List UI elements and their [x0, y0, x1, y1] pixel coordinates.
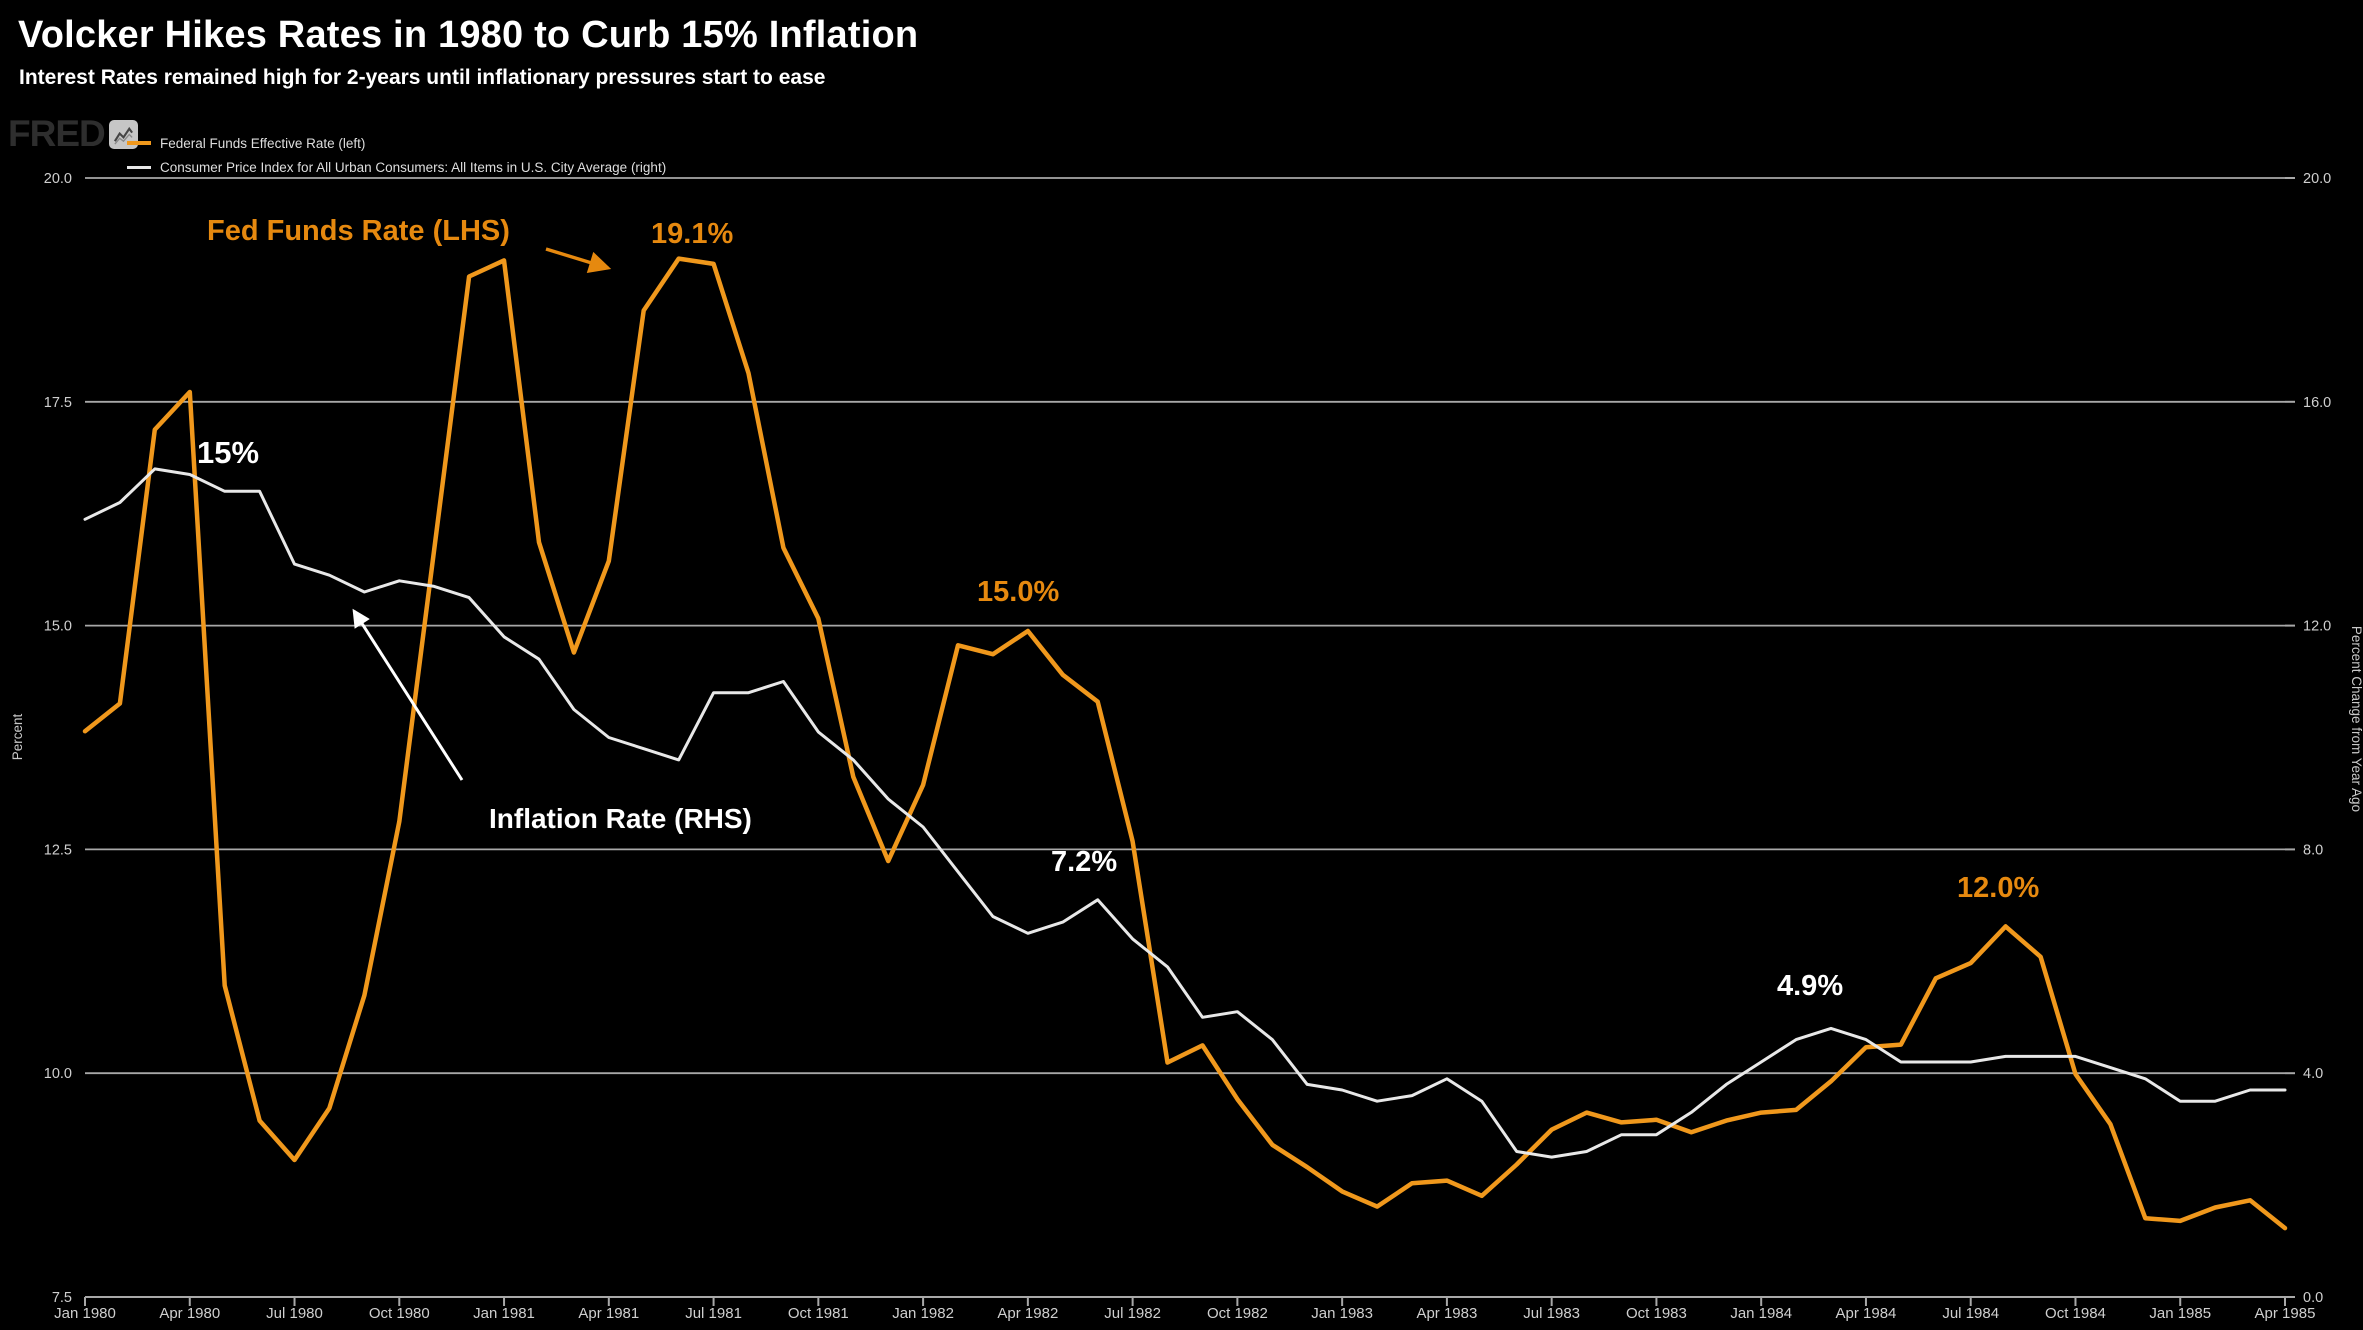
left-axis-tick-label: 20.0: [44, 171, 72, 187]
x-axis-tick-label: Oct 1982: [1207, 1305, 1268, 1322]
fed-funds-line: [82, 256, 2288, 1231]
legend: Federal Funds Effective Rate (left) Cons…: [127, 131, 666, 179]
x-axis-tick-label: Jul 1982: [1104, 1305, 1161, 1322]
x-axis-tick-label: Jul 1980: [266, 1305, 323, 1322]
x-axis-tick-label: Jul 1983: [1523, 1305, 1580, 1322]
page-title: Volcker Hikes Rates in 1980 to Curb 15% …: [18, 14, 919, 56]
x-axis-tick-label: Jan 1982: [892, 1305, 954, 1322]
fred-logo[interactable]: FRED: [8, 113, 138, 154]
right-axis-tick-label: 12.0: [2303, 619, 2331, 635]
x-axis-tick-label: Oct 1983: [1626, 1305, 1687, 1322]
fed-funds-arrow: [545, 247, 612, 274]
legend-item-cpi: Consumer Price Index for All Urban Consu…: [127, 155, 666, 179]
annotation-7-2-pct: 7.2%: [1051, 846, 1118, 878]
right-axis-tick-label: 16.0: [2303, 395, 2331, 411]
left-axis-tick-label: 7.5: [52, 1290, 72, 1306]
left-axis-tick-label: 12.5: [44, 842, 72, 858]
right-axis-tick-label: 4.0: [2303, 1066, 2323, 1082]
x-axis-tick-label: Apr 1984: [1836, 1305, 1897, 1322]
annotation-4-9-pct: 4.9%: [1777, 970, 1844, 1002]
x-axis-tick-label: Apr 1982: [997, 1305, 1058, 1322]
annotation-15-pct: 15%: [197, 435, 260, 470]
legend-dash-orange: [127, 141, 151, 145]
left-axis-title: Percent: [10, 713, 25, 760]
gridlines: [85, 177, 2285, 1075]
x-axis-tick-label: Jan 1981: [473, 1305, 535, 1322]
axes: [84, 177, 2295, 1306]
x-axis-tick-label: Jan 1983: [1311, 1305, 1373, 1322]
x-axis-tick-label: Apr 1981: [578, 1305, 639, 1322]
fred-logo-text: FRED: [8, 113, 106, 154]
x-axis-tick-label: Jan 1984: [1730, 1305, 1792, 1322]
annotation-15-0-pct: 15.0%: [977, 576, 1060, 608]
x-axis-tick-label: Jul 1984: [1942, 1305, 1999, 1322]
x-axis-tick-label: Apr 1980: [159, 1305, 220, 1322]
page-subtitle: Interest Rates remained high for 2-years…: [19, 66, 826, 89]
x-axis-tick-label: Jan 1985: [2149, 1305, 2211, 1322]
axis-labels: 20.0 17.5 15.0 12.5 10.0 7.5 20.0 16.0 12.0 8.0 4.…: [10, 171, 2363, 1322]
inflation-rate-arrow: [352, 608, 464, 781]
x-axis-tick-label: Jul 1981: [685, 1305, 742, 1322]
annotation-arrows: [352, 247, 612, 781]
x-axis-tick-label: Apr 1983: [1416, 1305, 1477, 1322]
legend-label-cpi: Consumer Price Index for All Urban Consu…: [160, 159, 667, 175]
data-series: [82, 256, 2288, 1231]
x-axis-tick-label: Oct 1984: [2045, 1305, 2106, 1322]
legend-dash-white: [127, 165, 151, 169]
annotation-inflation-rate-label: Inflation Rate (RHS): [489, 803, 752, 834]
right-axis-title: Percent Change from Year Ago: [2349, 626, 2363, 812]
left-axis-tick-label: 15.0: [44, 619, 72, 635]
annotation-12-0-pct: 12.0%: [1957, 872, 2040, 904]
cpi-inflation-line: [83, 467, 2287, 1159]
annotation-19-1-pct: 19.1%: [651, 218, 734, 250]
legend-label-fed-funds: Federal Funds Effective Rate (left): [160, 135, 366, 151]
right-axis-tick-label: 8.0: [2303, 842, 2323, 858]
left-axis-tick-label: 10.0: [44, 1066, 72, 1082]
right-axis-tick-label: 0.0: [2303, 1290, 2323, 1306]
x-axis-tick-label: Jan 1980: [54, 1305, 116, 1322]
fred-line-chart-icon: [108, 119, 138, 149]
x-axis-tick-label: Apr 1985: [2255, 1305, 2316, 1322]
annotation-fed-funds-label: Fed Funds Rate (LHS): [207, 215, 510, 247]
right-axis-tick-label: 20.0: [2303, 171, 2331, 187]
x-axis-tick-label: Oct 1981: [788, 1305, 849, 1322]
left-axis-tick-label: 17.5: [44, 395, 72, 411]
x-axis-tick-label: Oct 1980: [369, 1305, 430, 1322]
legend-item-fed-funds: Federal Funds Effective Rate (left): [127, 131, 666, 155]
